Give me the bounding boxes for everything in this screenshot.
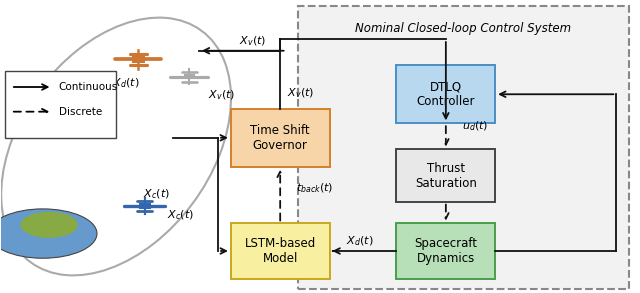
Text: Nominal Closed-loop Control System: Nominal Closed-loop Control System <box>355 22 572 35</box>
Text: $t_{back}(t)$: $t_{back}(t)$ <box>296 181 333 195</box>
Circle shape <box>20 212 78 238</box>
Text: Continuous: Continuous <box>59 82 118 92</box>
Text: $X_v(t)$: $X_v(t)$ <box>287 86 314 100</box>
Text: $X_c(t)$: $X_c(t)$ <box>167 208 194 222</box>
Text: Discrete: Discrete <box>59 107 102 117</box>
Text: $u_d(t)$: $u_d(t)$ <box>462 120 488 133</box>
Text: Spacecraft
Dynamics: Spacecraft Dynamics <box>414 237 477 265</box>
FancyBboxPatch shape <box>4 71 116 138</box>
Text: $X_v(t)$: $X_v(t)$ <box>239 34 266 48</box>
FancyBboxPatch shape <box>131 56 145 63</box>
Text: DTLQ
Controller: DTLQ Controller <box>417 80 475 108</box>
FancyBboxPatch shape <box>396 223 495 279</box>
Text: Thrust
Saturation: Thrust Saturation <box>415 161 477 190</box>
Text: $X_c(t)$: $X_c(t)$ <box>143 188 170 201</box>
FancyBboxPatch shape <box>231 109 330 167</box>
Text: LSTM-based
Model: LSTM-based Model <box>244 237 316 265</box>
FancyBboxPatch shape <box>396 149 495 202</box>
Circle shape <box>0 209 97 258</box>
FancyBboxPatch shape <box>184 74 195 79</box>
FancyBboxPatch shape <box>139 203 151 209</box>
Text: $X_v(t)$: $X_v(t)$ <box>209 88 236 102</box>
FancyBboxPatch shape <box>298 6 629 289</box>
Text: $X_d(t)$: $X_d(t)$ <box>346 234 374 248</box>
Text: Time Shift
Governor: Time Shift Governor <box>250 124 310 152</box>
FancyBboxPatch shape <box>231 223 330 279</box>
FancyBboxPatch shape <box>396 65 495 123</box>
Text: $X_d(t)$: $X_d(t)$ <box>112 77 140 91</box>
